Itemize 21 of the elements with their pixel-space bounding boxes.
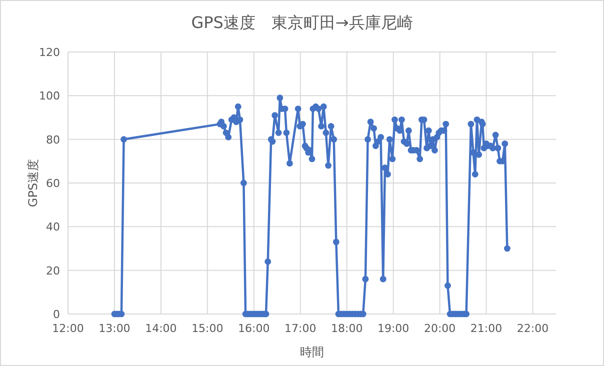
y-tick-label: 40: [46, 220, 60, 234]
y-axis-title: GPS速度: [26, 158, 40, 208]
x-tick-label: 22:00: [516, 322, 549, 335]
x-axis-title: 時間: [300, 345, 324, 359]
x-tick-label: 20:00: [424, 322, 456, 335]
y-tick-label: 60: [46, 177, 60, 190]
x-tick-label: 12:00: [52, 322, 84, 335]
x-tick-label: 18:00: [331, 322, 363, 335]
y-tick-label: 0: [53, 308, 60, 321]
chart-title: GPS速度 東京町田→兵庫尼崎: [191, 13, 413, 32]
x-tick-label: 15:00: [192, 322, 224, 335]
x-tick-label: 21:00: [470, 322, 502, 335]
y-tick-label: 20: [46, 264, 60, 278]
y-tick-label: 120: [39, 46, 60, 59]
x-tick-label: 14:00: [145, 322, 177, 335]
y-tick-label: 100: [39, 90, 60, 103]
x-tick-label: 17:00: [284, 322, 316, 335]
y-tick-label: 80: [46, 133, 60, 146]
x-tick-label: 16:00: [238, 322, 270, 335]
x-tick-label: 13:00: [98, 322, 130, 335]
x-tick-label: 19:00: [377, 322, 410, 335]
